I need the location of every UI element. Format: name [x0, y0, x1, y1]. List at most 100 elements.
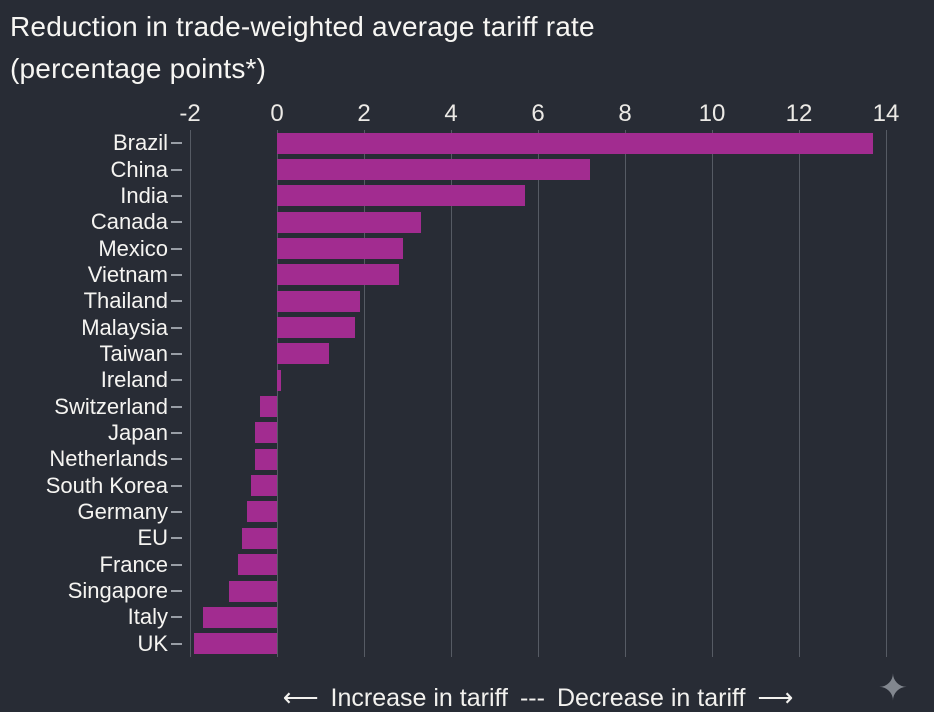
- bar: [259, 396, 277, 418]
- bar-area: [190, 422, 886, 444]
- x-axis-tick-label: 14: [872, 100, 900, 127]
- bar: [277, 238, 404, 260]
- bar-row: Mexico: [0, 235, 934, 261]
- category-label: Taiwan: [99, 340, 168, 366]
- bar-row: UK: [0, 631, 934, 657]
- bar-area: [190, 238, 886, 260]
- bar-row: France: [0, 552, 934, 578]
- bar: [277, 185, 525, 207]
- gridline: [364, 130, 365, 657]
- category-label: Vietnam: [87, 261, 168, 287]
- bar-area: [190, 317, 886, 339]
- bar-area: [190, 396, 886, 418]
- gridline: [799, 130, 800, 657]
- right-arrow-icon: ⟶: [757, 684, 794, 712]
- x-axis: -2 0 2 4 6 8 10 12 14: [179, 100, 899, 127]
- category-tick: [168, 458, 190, 460]
- category-label: Canada: [90, 209, 168, 235]
- category-tick: [168, 616, 190, 618]
- category-tick: [168, 274, 190, 276]
- bar-row: South Korea: [0, 472, 934, 498]
- bar-row: EU: [0, 525, 934, 551]
- gridlines: [190, 130, 887, 657]
- bar-row: Vietnam: [0, 262, 934, 288]
- bar-row: Taiwan: [0, 341, 934, 367]
- category-label: UK: [137, 630, 168, 656]
- bar-area: [190, 185, 886, 207]
- bar: [250, 475, 277, 497]
- category-tick: [168, 248, 190, 250]
- x-axis-tick-label: 10: [698, 100, 726, 127]
- decrease-label: Decrease in tariff: [556, 684, 746, 712]
- bar-area: [190, 475, 886, 497]
- bar-area: [190, 290, 886, 312]
- gridline: [190, 130, 191, 657]
- bar-area: [190, 132, 886, 154]
- gridline: [712, 130, 713, 657]
- bar-row: Malaysia: [0, 314, 934, 340]
- gridline: [451, 130, 452, 657]
- bar-row: Ireland: [0, 367, 934, 393]
- category-label: Germany: [77, 498, 168, 524]
- bar-row: Italy: [0, 604, 934, 630]
- category-tick: [168, 195, 190, 197]
- x-axis-tick-label: 2: [357, 100, 371, 127]
- category-tick: [168, 485, 190, 487]
- bar-area: [190, 159, 886, 181]
- bar-row: Germany: [0, 499, 934, 525]
- bar: [277, 343, 330, 365]
- bar-area: [190, 606, 886, 628]
- category-label: France: [99, 551, 168, 577]
- category-tick: [168, 300, 190, 302]
- category-label: Switzerland: [54, 393, 168, 419]
- bar-area: [190, 264, 886, 286]
- bar-rows: Brazil China India Canada Mexico Vietnam Thail…: [0, 130, 934, 657]
- bar-row: Singapore: [0, 578, 934, 604]
- category-tick: [168, 169, 190, 171]
- x-axis-tick-label: 4: [444, 100, 458, 127]
- chart-title-line2: (percentage points*): [10, 53, 267, 84]
- category-tick: [168, 221, 190, 223]
- category-label: Thailand: [83, 288, 168, 314]
- bar: [277, 159, 591, 181]
- category-tick: [168, 643, 190, 645]
- bar-area: [190, 554, 886, 576]
- bar: [246, 501, 277, 523]
- bar-row: China: [0, 156, 934, 182]
- category-label: India: [120, 182, 168, 208]
- bar: [277, 211, 421, 233]
- bar-area: [190, 527, 886, 549]
- bar: [237, 554, 277, 576]
- bar-row: Switzerland: [0, 393, 934, 419]
- bar-area: [190, 633, 886, 655]
- bar-area: [190, 211, 886, 233]
- bar-row: Thailand: [0, 288, 934, 314]
- sparkle-icon: ✦: [877, 667, 908, 708]
- bar-row: Canada: [0, 209, 934, 235]
- x-axis-tick-label: 0: [270, 100, 284, 127]
- category-tick: [168, 327, 190, 329]
- category-label: Brazil: [112, 130, 168, 156]
- category-label: Italy: [127, 604, 168, 630]
- bar: [255, 448, 277, 470]
- category-tick: [168, 406, 190, 408]
- category-label: EU: [137, 525, 168, 551]
- bar: [277, 264, 399, 286]
- bar: [277, 132, 873, 154]
- category-tick: [168, 432, 190, 434]
- category-tick: [168, 590, 190, 592]
- category-label: Mexico: [98, 235, 168, 261]
- direction-legend: ⟵ Increase in tariff --- Decrease in tar…: [190, 684, 886, 712]
- category-label: South Korea: [45, 472, 168, 498]
- bar: [277, 317, 356, 339]
- bar: [255, 422, 277, 444]
- left-arrow-icon: ⟵: [282, 684, 319, 712]
- category-tick: [168, 379, 190, 381]
- category-tick: [168, 511, 190, 513]
- bar: [277, 369, 282, 391]
- bar-row: Netherlands: [0, 446, 934, 472]
- bar: [277, 290, 360, 312]
- x-axis-tick-label: 6: [531, 100, 545, 127]
- category-label: Malaysia: [81, 314, 168, 340]
- gridline: [538, 130, 539, 657]
